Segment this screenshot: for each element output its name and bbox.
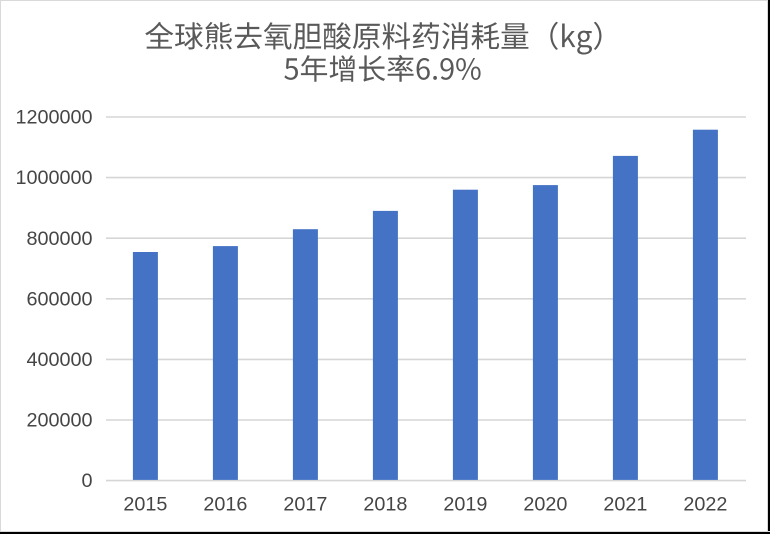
svg-text:2019: 2019 [443,493,487,515]
svg-text:2018: 2018 [363,493,407,515]
svg-text:0: 0 [81,470,92,492]
svg-text:1200000: 1200000 [15,107,92,129]
svg-text:1000000: 1000000 [15,167,92,189]
svg-text:200000: 200000 [26,410,92,432]
svg-text:600000: 600000 [26,288,92,310]
svg-text:2017: 2017 [283,493,327,515]
svg-text:2020: 2020 [523,493,567,515]
svg-text:2022: 2022 [683,493,727,515]
svg-text:2015: 2015 [123,493,167,515]
svg-text:400000: 400000 [26,349,92,371]
svg-text:2016: 2016 [203,493,247,515]
svg-text:2021: 2021 [603,493,647,515]
svg-text:800000: 800000 [26,228,92,250]
